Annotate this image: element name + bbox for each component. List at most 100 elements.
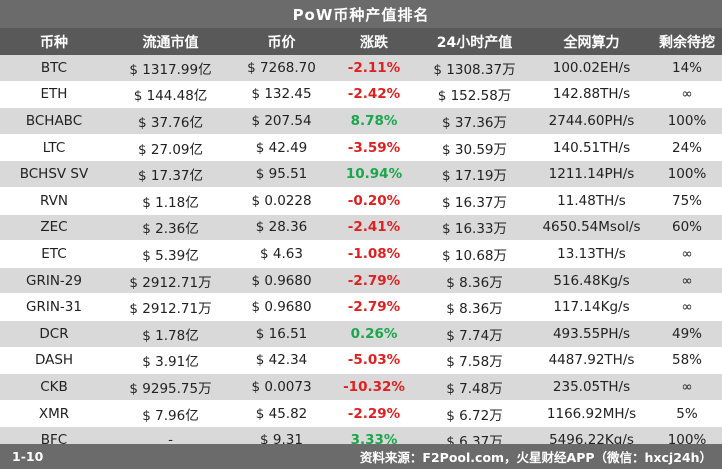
change-cell: -2.41% [330, 214, 418, 242]
header-hashrate[interactable]: 全网算力 [531, 28, 652, 55]
remaining-cell: 60% [652, 214, 722, 242]
change-cell: -2.29% [330, 400, 418, 428]
hashrate-cell: 2744.60PH/s [531, 107, 652, 135]
price-cell: $ 0.0073 [233, 373, 330, 401]
price-cell: $ 42.34 [233, 347, 330, 375]
price-cell: $ 4.63 [233, 240, 330, 268]
table-row[interactable]: ETC $ 5.39亿 $ 4.63 -1.08% $ 10.68万 13.13TH/s ∞ [0, 240, 722, 268]
remaining-cell: 75% [652, 187, 722, 215]
change-cell: -2.42% [330, 81, 418, 109]
remaining-cell: 24% [652, 134, 722, 162]
header-coin[interactable]: 币种 [0, 28, 108, 55]
table-row[interactable]: XMR $ 7.96亿 $ 45.82 -2.29% $ 6.72万 1166.92MH/… [0, 400, 722, 428]
price-cell: $ 95.51 [233, 160, 330, 188]
coin-cell: DASH [0, 347, 108, 375]
market-cap-cell: $ 37.76亿 [108, 107, 233, 135]
table-row[interactable]: GRIN-31 $ 2912.71万 $ 0.9680 -2.79% $ 8.36万 11… [0, 293, 722, 321]
header-market-cap[interactable]: 流通市值 [108, 28, 233, 55]
coin-cell: BTC [0, 55, 108, 82]
table-row[interactable]: BCHSV SV $ 17.37亿 $ 95.51 10.94% $ 17.19万 121… [0, 160, 722, 188]
market-cap-cell: $ 2.36亿 [108, 214, 233, 242]
market-cap-cell: $ 3.91亿 [108, 347, 233, 375]
output-cell: $ 1308.37万 [418, 55, 531, 82]
table-row[interactable]: RVN $ 1.18亿 $ 0.0228 -0.20% $ 16.37万 11.48TH/… [0, 187, 722, 215]
table-row[interactable]: CKB $ 9295.75万 $ 0.0073 -10.32% $ 7.48万 235.0… [0, 373, 722, 401]
table-row[interactable]: ZEC $ 2.36亿 $ 28.36 -2.41% $ 16.33万 4650.54Ms… [0, 214, 722, 242]
price-cell: $ 16.51 [233, 320, 330, 348]
remaining-cell: ∞ [652, 240, 722, 268]
output-cell: $ 6.72万 [418, 400, 531, 428]
market-cap-cell: $ 2912.71万 [108, 293, 233, 321]
table-row[interactable]: GRIN-29 $ 2912.71万 $ 0.9680 -2.79% $ 8.36万 51… [0, 267, 722, 295]
page-title: PoW币种产值排名 [0, 0, 722, 28]
remaining-cell: ∞ [652, 293, 722, 321]
table-row[interactable]: ETH $ 144.48亿 $ 132.45 -2.42% $ 152.58万 142.8… [0, 81, 722, 109]
hashrate-cell: 11.48TH/s [531, 187, 652, 215]
coin-cell: BCHABC [0, 107, 108, 135]
data-source: 资料来源：F2Pool.com，火星财经APP（微信：hxcj24h） [359, 450, 712, 465]
hashrate-cell: 117.14Kg/s [531, 293, 652, 321]
coin-cell: XMR [0, 400, 108, 428]
market-cap-cell: $ 7.96亿 [108, 400, 233, 428]
price-cell: $ 0.9680 [233, 267, 330, 295]
change-cell: 10.94% [330, 160, 418, 188]
header-price[interactable]: 币价 [233, 28, 330, 55]
coin-cell: ETC [0, 240, 108, 268]
ranking-table: 币种 流通市值 币价 涨跌 24小时产值 全网算力 剩余待挖 BTC $ 1317… [0, 28, 722, 454]
hashrate-cell: 13.13TH/s [531, 240, 652, 268]
table-row[interactable]: LTC $ 27.09亿 $ 42.49 -3.59% $ 30.59万 140.51TH… [0, 134, 722, 162]
market-cap-cell: $ 144.48亿 [108, 81, 233, 109]
output-cell: $ 7.74万 [418, 320, 531, 348]
coin-cell: CKB [0, 373, 108, 401]
remaining-cell: 100% [652, 160, 722, 188]
table-row[interactable]: DASH $ 3.91亿 $ 42.34 -5.03% $ 7.58万 4487.92TH… [0, 347, 722, 375]
table-body: BTC $ 1317.99亿 $ 7268.70 -2.11% $ 1308.37万 10… [0, 55, 722, 454]
coin-cell: RVN [0, 187, 108, 215]
remaining-cell: 14% [652, 55, 722, 82]
remaining-cell: ∞ [652, 373, 722, 401]
price-cell: $ 28.36 [233, 214, 330, 242]
market-cap-cell: $ 17.37亿 [108, 160, 233, 188]
market-cap-cell: $ 2912.71万 [108, 267, 233, 295]
change-cell: -2.11% [330, 55, 418, 82]
change-cell: -2.79% [330, 267, 418, 295]
page-range: 1-10 [12, 449, 44, 464]
hashrate-cell: 142.88TH/s [531, 81, 652, 109]
change-cell: -0.20% [330, 187, 418, 215]
output-cell: $ 37.36万 [418, 107, 531, 135]
price-cell: $ 0.9680 [233, 293, 330, 321]
remaining-cell: 49% [652, 320, 722, 348]
coin-cell: BCHSV SV [0, 160, 108, 188]
change-cell: -2.79% [330, 293, 418, 321]
market-cap-cell: $ 27.09亿 [108, 134, 233, 162]
footer-bar: 1-10 资料来源：F2Pool.com，火星财经APP（微信：hxcj24h） [0, 444, 722, 469]
header-remaining[interactable]: 剩余待挖 [652, 28, 722, 55]
output-cell: $ 30.59万 [418, 134, 531, 162]
coin-cell: GRIN-31 [0, 293, 108, 321]
price-cell: $ 0.0228 [233, 187, 330, 215]
output-cell: $ 17.19万 [418, 160, 531, 188]
output-cell: $ 10.68万 [418, 240, 531, 268]
table-row[interactable]: BCHABC $ 37.76亿 $ 207.54 8.78% $ 37.36万 2744.… [0, 107, 722, 135]
table-header-row: 币种 流通市值 币价 涨跌 24小时产值 全网算力 剩余待挖 [0, 28, 722, 55]
table-row[interactable]: BTC $ 1317.99亿 $ 7268.70 -2.11% $ 1308.37万 10… [0, 55, 722, 82]
coin-cell: GRIN-29 [0, 267, 108, 295]
hashrate-cell: 100.02EH/s [531, 55, 652, 82]
table-row[interactable]: DCR $ 1.78亿 $ 16.51 0.26% $ 7.74万 493.55PH/s 4… [0, 320, 722, 348]
hashrate-cell: 235.05TH/s [531, 373, 652, 401]
header-change[interactable]: 涨跌 [330, 28, 418, 55]
output-cell: $ 16.37万 [418, 187, 531, 215]
header-24h-output[interactable]: 24小时产值 [418, 28, 531, 55]
output-cell: $ 16.33万 [418, 214, 531, 242]
hashrate-cell: 140.51TH/s [531, 134, 652, 162]
market-cap-cell: $ 5.39亿 [108, 240, 233, 268]
change-cell: -5.03% [330, 347, 418, 375]
coin-cell: DCR [0, 320, 108, 348]
output-cell: $ 152.58万 [418, 81, 531, 109]
change-cell: -3.59% [330, 134, 418, 162]
hashrate-cell: 1166.92MH/s [531, 400, 652, 428]
remaining-cell: 58% [652, 347, 722, 375]
hashrate-cell: 1211.14PH/s [531, 160, 652, 188]
price-cell: $ 42.49 [233, 134, 330, 162]
